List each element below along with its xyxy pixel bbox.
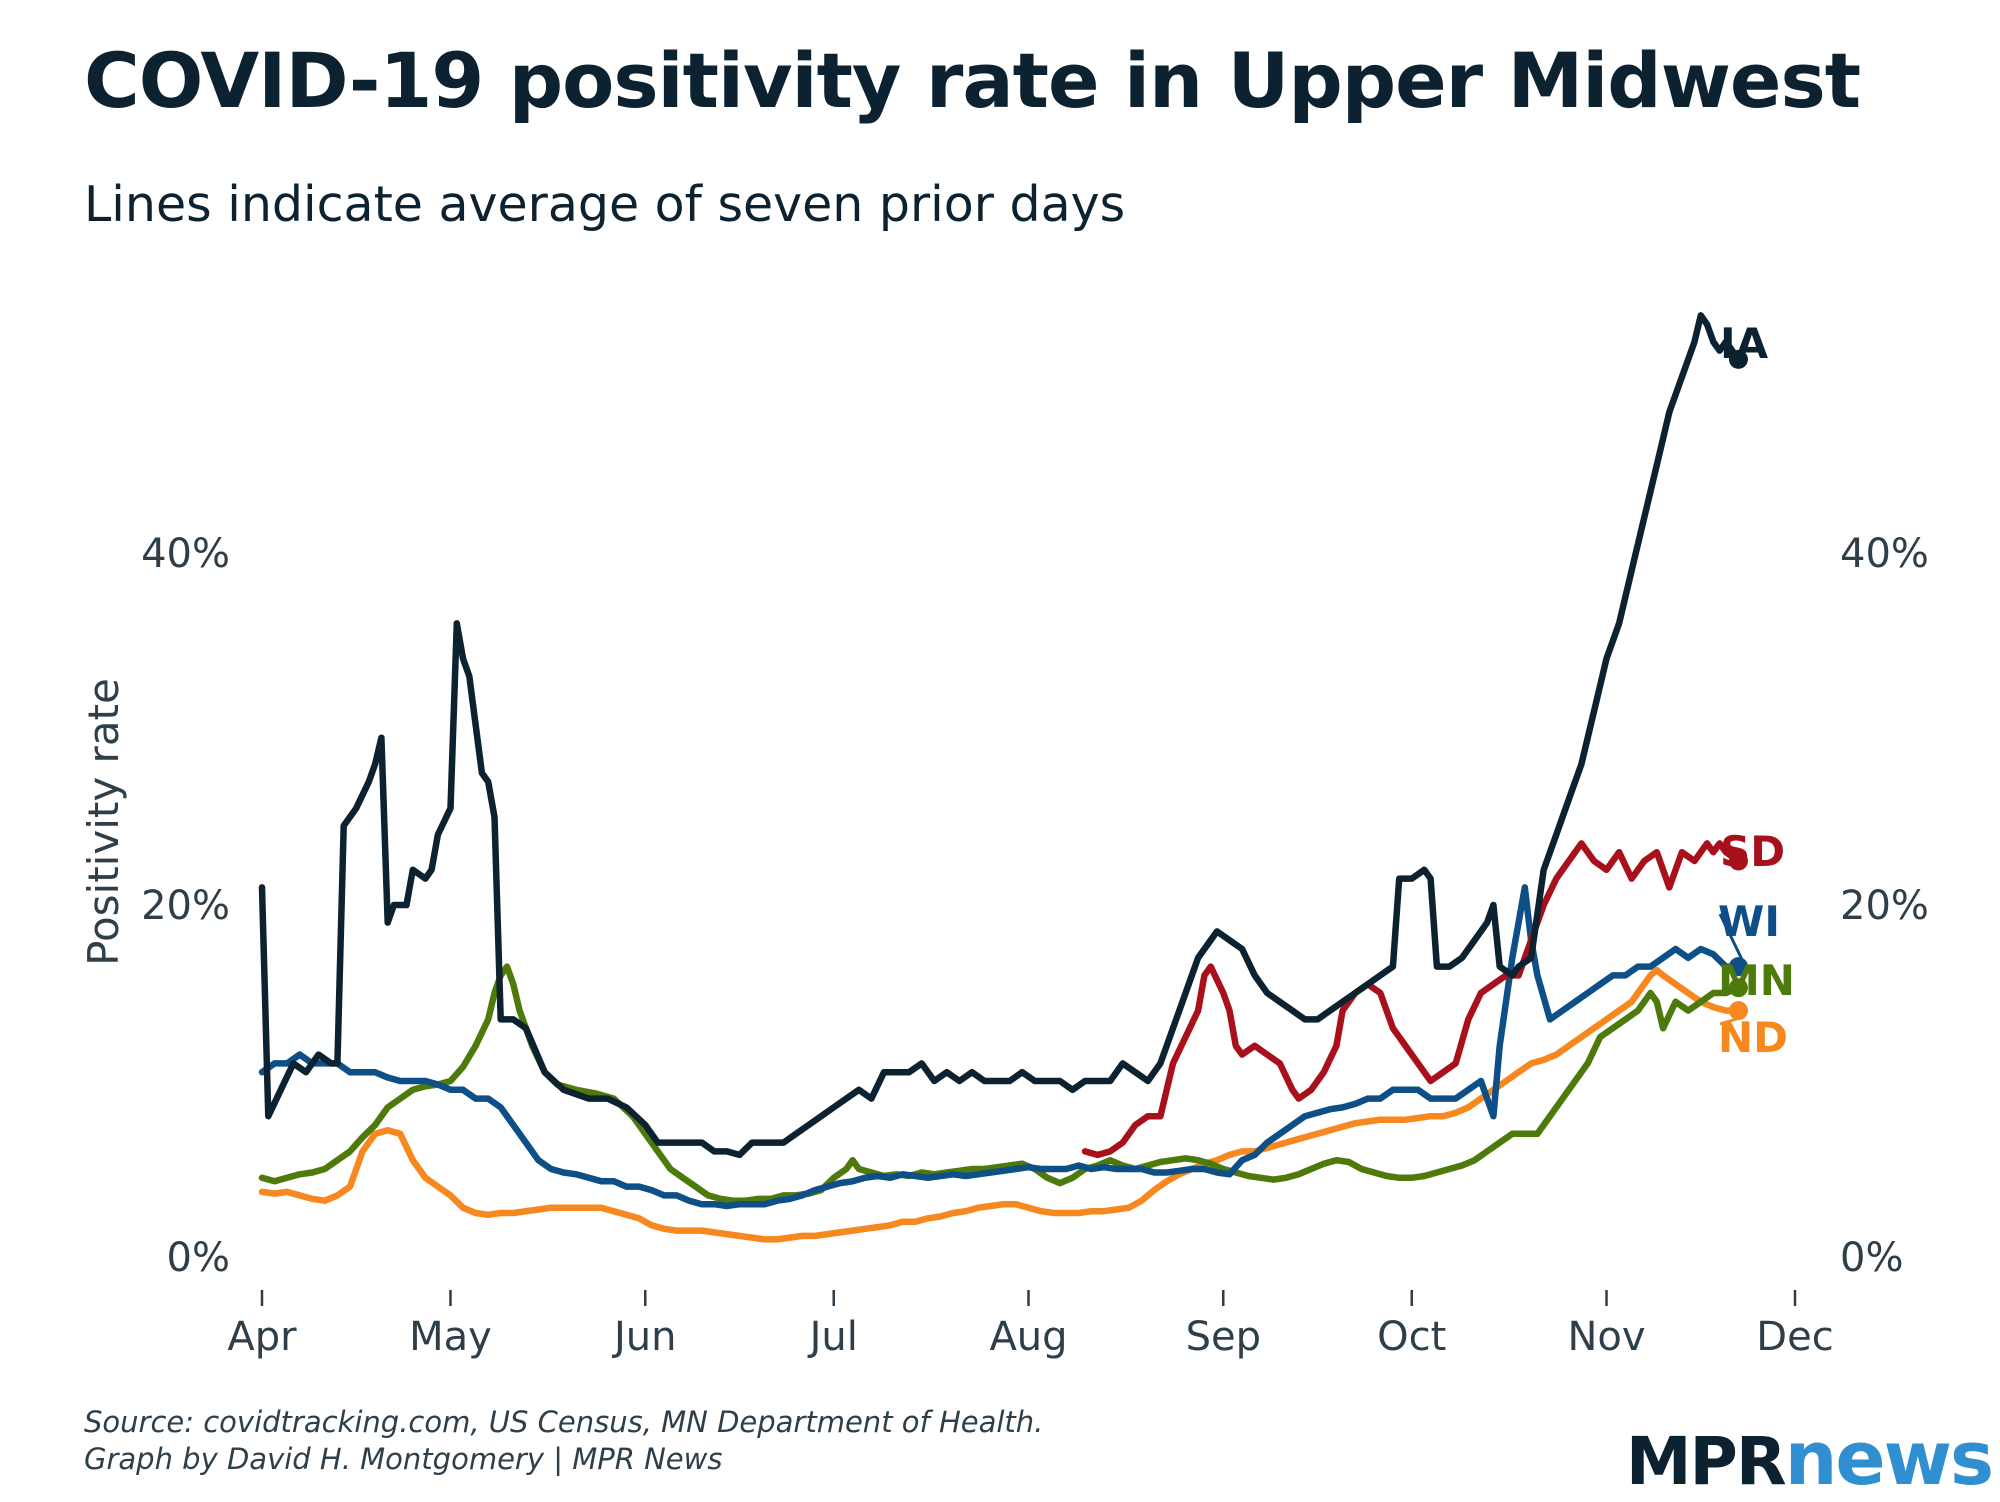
series-leader-nd — [1719, 1015, 1745, 1026]
series-label-wi: WI — [1718, 897, 1780, 946]
y-tick-left-20: 20% — [141, 883, 230, 929]
x-tick-jul: Jul — [807, 1314, 858, 1360]
series-leader-wi — [1718, 913, 1746, 966]
series-label-sd: SD — [1720, 827, 1785, 876]
series-label-nd: ND — [1718, 1013, 1788, 1062]
source-line-1: Source: covidtracking.com, US Census, MN… — [84, 1405, 1044, 1439]
series-line-sd — [1081, 840, 1742, 1159]
x-tick-jun: Jun — [611, 1314, 677, 1360]
y-tick-right-40: 40% — [1840, 531, 1929, 577]
series-label-mn: MN — [1718, 956, 1795, 1005]
x-tick-may: May — [409, 1314, 492, 1360]
y-tick-right-0: 0% — [1840, 1235, 1903, 1281]
series-label-ia: IA — [1720, 319, 1769, 368]
line-chart: Positivity rate 0% 20% 40% 0% 20% 40% Apr May… — [79, 312, 1929, 1360]
logo-news-text: news — [1784, 1416, 1994, 1502]
x-tick-apr: Apr — [227, 1314, 297, 1360]
series-line-nd — [258, 966, 1742, 1243]
y-tick-left-0: 0% — [167, 1235, 230, 1281]
source-line-2: Graph by David H. Montgomery | MPR News — [84, 1442, 723, 1476]
mpr-news-logo: MPRnews — [1625, 1416, 1994, 1502]
x-tick-oct: Oct — [1377, 1314, 1446, 1360]
series-endpoint-sd — [1728, 851, 1748, 871]
x-tick-nov: Nov — [1567, 1314, 1645, 1360]
series-line-ia — [258, 312, 1742, 1159]
x-tick-aug: Aug — [989, 1314, 1067, 1360]
series-end-labels: IA SD WI MN ND — [1718, 319, 1795, 1062]
x-tick-dec: Dec — [1756, 1314, 1833, 1360]
y-ticks-left: 0% 20% 40% — [141, 531, 230, 1281]
source-note: Source: covidtracking.com, US Census, MN… — [84, 1404, 1043, 1478]
series-endpoint-mn — [1728, 978, 1748, 998]
series-endpoint-ia — [1728, 349, 1748, 369]
y-tick-left-40: 40% — [141, 531, 230, 577]
y-axis-label: Positivity rate — [79, 678, 128, 966]
chart-subtitle: Lines indicate average of seven prior da… — [84, 176, 1126, 233]
logo-mpr-text: MPR — [1625, 1423, 1787, 1500]
series-line-wi — [258, 884, 1742, 1210]
series-lines — [258, 312, 1742, 1243]
x-ticks: Apr May Jun Jul Aug Sep Oct Nov Dec — [227, 1290, 1834, 1360]
y-tick-right-20: 20% — [1840, 883, 1929, 929]
x-tick-sep: Sep — [1186, 1314, 1261, 1360]
y-ticks-right: 0% 20% 40% — [1840, 531, 1929, 1281]
chart-title: COVID-19 positivity rate in Upper Midwes… — [84, 36, 1861, 125]
series-endpoint-nd — [1728, 1001, 1748, 1021]
